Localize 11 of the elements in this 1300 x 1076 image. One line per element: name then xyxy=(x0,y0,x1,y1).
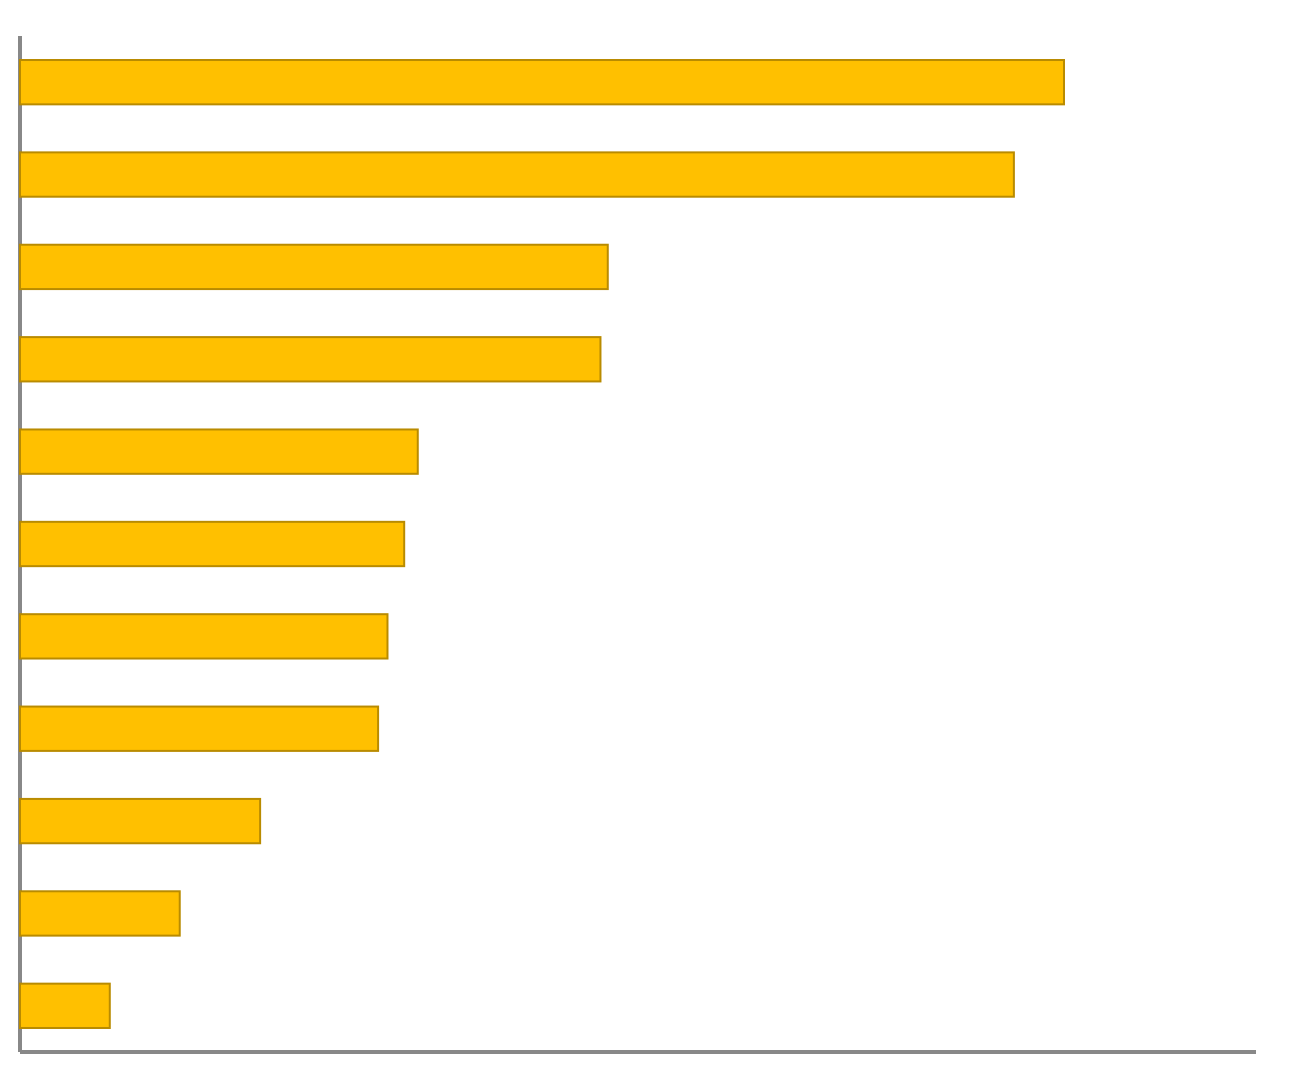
bar xyxy=(19,428,419,475)
bar xyxy=(19,336,602,383)
bar xyxy=(19,151,1015,198)
bar xyxy=(19,797,262,845)
bar xyxy=(19,705,380,752)
bar xyxy=(19,59,1065,106)
bar xyxy=(19,520,406,568)
bar xyxy=(19,890,181,937)
bar xyxy=(19,613,389,660)
bar xyxy=(19,243,609,291)
bar xyxy=(19,982,111,1029)
